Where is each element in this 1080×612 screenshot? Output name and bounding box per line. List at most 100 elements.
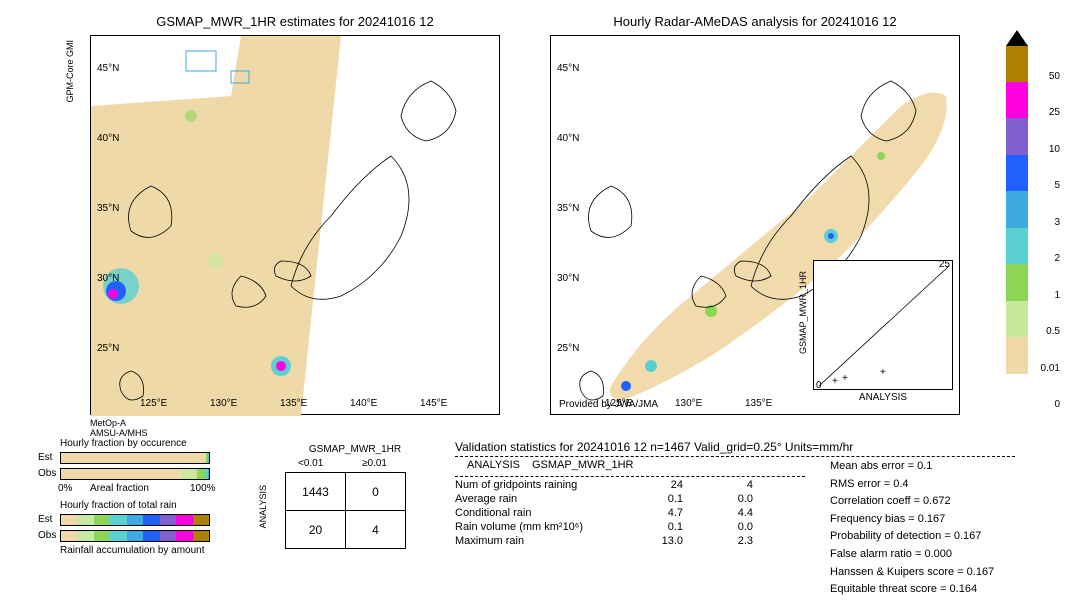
svg-text:+: + — [842, 373, 848, 384]
colorbar-label: 1 — [1054, 290, 1060, 301]
left-xtick: 140°E — [350, 398, 377, 409]
colorbar-segment — [1006, 118, 1028, 155]
left-ytick: 35°N — [97, 203, 119, 214]
right-ytick: 35°N — [557, 203, 579, 214]
contingency-cell: 1443 — [286, 473, 346, 511]
occurrence-bar-est — [60, 452, 210, 464]
colorbar — [1006, 45, 1028, 410]
bar-segment — [127, 515, 143, 525]
right-map-title: Hourly Radar-AMeDAS analysis for 2024101… — [550, 14, 960, 29]
colorbar-label: 10 — [1049, 144, 1060, 155]
totalrain-bar-obs — [60, 530, 210, 542]
contingency-cell: 0 — [346, 473, 406, 511]
bar-segment — [182, 469, 197, 479]
totalrain-row-label: Obs — [38, 530, 56, 541]
validation-row: Rain volume (mm km²10⁶)0.10.0 — [455, 520, 765, 534]
left-map-svg — [91, 36, 501, 416]
bar-segment — [61, 515, 77, 525]
occ-axis-label: Areal fraction — [90, 483, 149, 494]
bar-segment — [176, 515, 192, 525]
validation-rows: Num of gridpoints raining244Average rain… — [455, 478, 765, 548]
left-map-panel — [90, 35, 500, 415]
validation-row: Conditional rain4.74.4 — [455, 506, 765, 520]
totalrain-footnote: Rainfall accumulation by amount — [60, 545, 205, 556]
contingency-row-title: ANALYSIS — [258, 485, 268, 528]
occ-axis-1: 100% — [190, 483, 216, 494]
left-ytick: 45°N — [97, 63, 119, 74]
left-xtick: 135°E — [280, 398, 307, 409]
colorbar-label: 50 — [1049, 71, 1060, 82]
metric-row: Probability of detection = 0.167 — [830, 528, 994, 546]
scatter-tick: 0 — [816, 380, 822, 391]
metric-row: Correlation coeff = 0.672 — [830, 493, 994, 511]
validation-row: Maximum rain13.02.3 — [455, 534, 765, 548]
validation-table: ANALYSIS GSMAP_MWR_1HR — [455, 458, 645, 472]
bar-segment — [197, 469, 204, 479]
validation-divider — [455, 456, 1015, 457]
metric-row: Hanssen & Kuipers score = 0.167 — [830, 564, 994, 582]
occ-row-label: Obs — [38, 468, 56, 479]
colorbar-label: 25 — [1049, 107, 1060, 118]
metrics-list: Mean abs error = 0.1RMS error = 0.4Corre… — [830, 458, 994, 599]
metric-row: Frequency bias = 0.167 — [830, 511, 994, 529]
colorbar-segment — [1006, 374, 1028, 411]
colorbar-label: 3 — [1054, 217, 1060, 228]
contingency-col1: ≥0.01 — [362, 458, 387, 469]
bar-segment — [94, 515, 110, 525]
validation-title: Validation statistics for 20241016 12 n=… — [455, 440, 853, 454]
bar-segment — [61, 453, 205, 463]
colorbar-label: 2 — [1054, 253, 1060, 264]
colorbar-segment — [1006, 191, 1028, 228]
left-ytick: 30°N — [97, 273, 119, 284]
bar-segment — [143, 531, 159, 541]
occurrence-title: Hourly fraction by occurence — [60, 438, 187, 449]
bar-segment — [207, 453, 208, 463]
colorbar-segment — [1006, 301, 1028, 338]
bar-segment — [110, 515, 126, 525]
occ-row-label: Est — [38, 452, 52, 463]
right-xtick: 130°E — [675, 398, 702, 409]
bar-segment — [127, 531, 143, 541]
bar-segment — [160, 531, 176, 541]
left-map-side-bottom: MetOp-A AMSU-A/MHS — [90, 418, 148, 438]
scatter-xlabel: ANALYSIS — [814, 392, 952, 403]
left-map-side-top: GPM-Core GMI — [65, 40, 75, 103]
validation-col1: GSMAP_MWR_1HR — [532, 458, 645, 472]
scatter-plot: + + + ANALYSIS GSMAP_MWR_1HR 25 0 — [813, 260, 953, 390]
bar-segment — [61, 531, 77, 541]
validation-row: Num of gridpoints raining244 — [455, 478, 765, 492]
svg-text:+: + — [832, 376, 838, 387]
occurrence-bar-obs — [60, 468, 210, 480]
left-ytick: 40°N — [97, 133, 119, 144]
right-ytick: 25°N — [557, 343, 579, 354]
colorbar-label: 0 — [1054, 399, 1060, 410]
contingency-cell: 20 — [286, 511, 346, 549]
contingency-col0: <0.01 — [298, 458, 323, 469]
metric-row: False alarm ratio = 0.000 — [830, 546, 994, 564]
bar-segment — [176, 531, 192, 541]
colorbar-label: 5 — [1054, 180, 1060, 191]
scatter-ylabel: GSMAP_MWR_1HR — [798, 271, 808, 354]
totalrain-bar-est — [60, 514, 210, 526]
svg-text:+: + — [880, 367, 886, 378]
metric-row: Equitable threat score = 0.164 — [830, 581, 994, 599]
right-xtick: 125°E — [605, 398, 632, 409]
bar-segment — [77, 531, 93, 541]
totalrain-title: Hourly fraction of total rain — [60, 500, 177, 511]
bar-segment — [208, 469, 209, 479]
metric-row: Mean abs error = 0.1 — [830, 458, 994, 476]
colorbar-segment — [1006, 228, 1028, 265]
contingency-table: 1443 0 20 4 — [285, 472, 406, 549]
bar-segment — [61, 469, 182, 479]
contingency-col-title: GSMAP_MWR_1HR — [295, 444, 415, 455]
left-ytick: 25°N — [97, 343, 119, 354]
colorbar-segment — [1006, 264, 1028, 301]
colorbar-label: 0.01 — [1041, 363, 1060, 374]
scatter-tick: 25 — [939, 259, 950, 270]
colorbar-segment — [1006, 45, 1028, 82]
validation-header-row: ANALYSIS GSMAP_MWR_1HR — [455, 458, 645, 472]
bar-segment — [110, 531, 126, 541]
scatter-svg: + + + — [814, 261, 954, 391]
right-ytick: 30°N — [557, 273, 579, 284]
metric-row: RMS error = 0.4 — [830, 476, 994, 494]
